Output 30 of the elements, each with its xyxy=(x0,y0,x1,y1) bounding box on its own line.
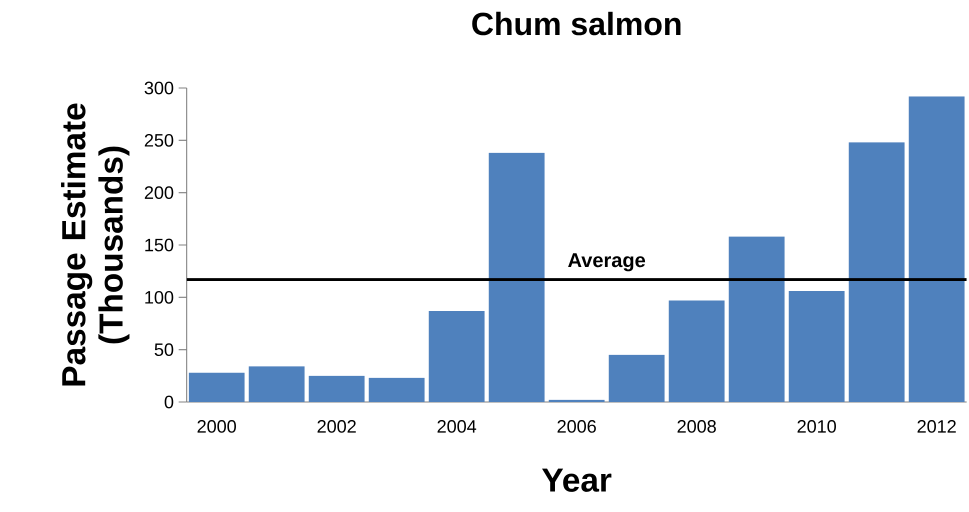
y-tick-label: 0 xyxy=(164,396,174,408)
y-tick-label: 50 xyxy=(154,343,174,356)
y-tick-label: 250 xyxy=(144,134,174,147)
y-tick-label: 100 xyxy=(145,290,174,304)
x-tick-label: 2008 xyxy=(678,420,716,433)
bar xyxy=(668,300,725,402)
bar xyxy=(308,376,365,402)
bar xyxy=(728,236,785,402)
x-tick-label: 2004 xyxy=(438,420,476,433)
x-tick-label: 2002 xyxy=(318,420,356,433)
bar xyxy=(428,310,485,402)
bar xyxy=(848,142,905,402)
bar xyxy=(608,354,665,402)
x-axis-title: Year xyxy=(542,468,612,492)
bar xyxy=(908,96,965,402)
bar xyxy=(368,378,425,402)
x-tick-label: 2010 xyxy=(798,420,836,433)
bar xyxy=(248,366,305,402)
y-tick-label: 300 xyxy=(144,82,174,94)
ref-line-label: Average xyxy=(568,253,646,272)
bar xyxy=(188,372,245,402)
bar xyxy=(488,152,545,402)
x-tick-label: 2012 xyxy=(918,420,956,433)
x-tick-label: 2000 xyxy=(198,420,236,433)
x-tick-label: 2006 xyxy=(558,420,596,433)
y-axis-title: Passage Estimate (Thousands) xyxy=(61,104,130,386)
y-tick-label: 150 xyxy=(145,238,174,252)
chart-title: Chum salmon xyxy=(472,12,680,36)
y-tick-label: 200 xyxy=(144,186,174,200)
bar xyxy=(788,291,845,402)
